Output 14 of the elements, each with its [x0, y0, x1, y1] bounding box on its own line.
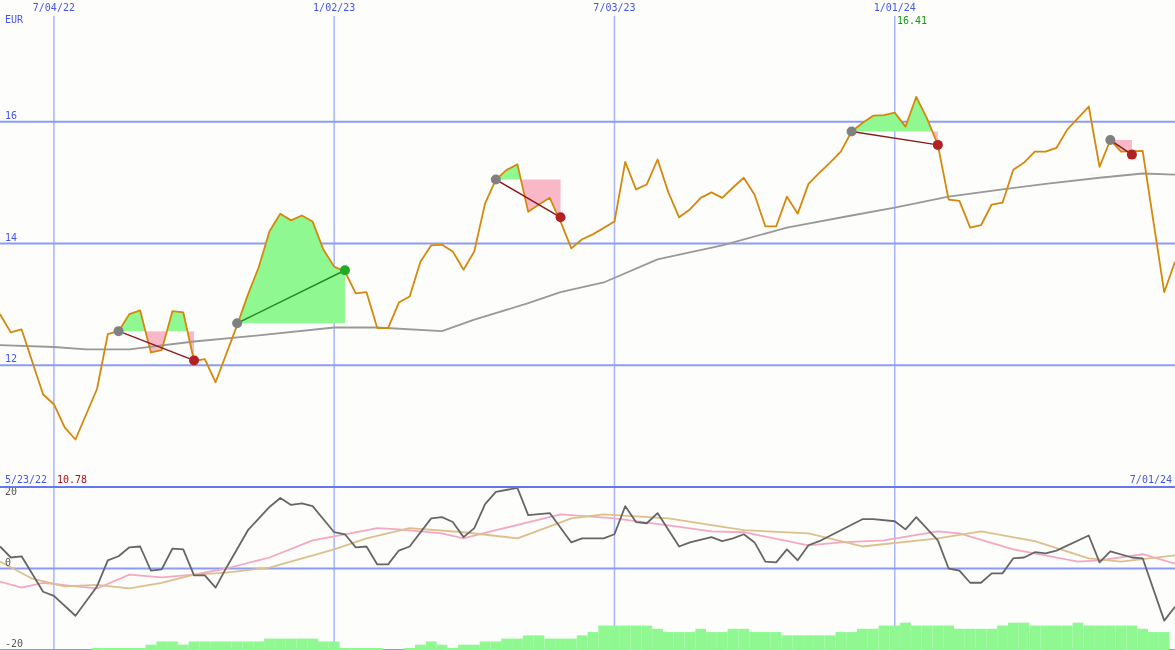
- y-tick-label: -20: [5, 638, 24, 649]
- x-tick-label: 7/04/22: [32, 2, 75, 13]
- y-tick-label: 12: [5, 353, 18, 365]
- annotation: 16.41: [897, 15, 928, 26]
- x-tick-label: 7/03/23: [593, 2, 636, 13]
- y-tick-label: 0: [5, 556, 12, 568]
- y-axis-title: EUR: [5, 14, 25, 25]
- x-tick-label: 1/01/24: [873, 2, 916, 13]
- y-tick-label: 14: [5, 231, 18, 243]
- annotation: 7/01/24: [1129, 474, 1172, 485]
- x-tick-label: 1/02/23: [313, 2, 356, 13]
- y-tick-label: 16: [5, 109, 18, 121]
- annotation: 5/23/22: [5, 474, 48, 485]
- annotation: 10.78: [57, 474, 88, 485]
